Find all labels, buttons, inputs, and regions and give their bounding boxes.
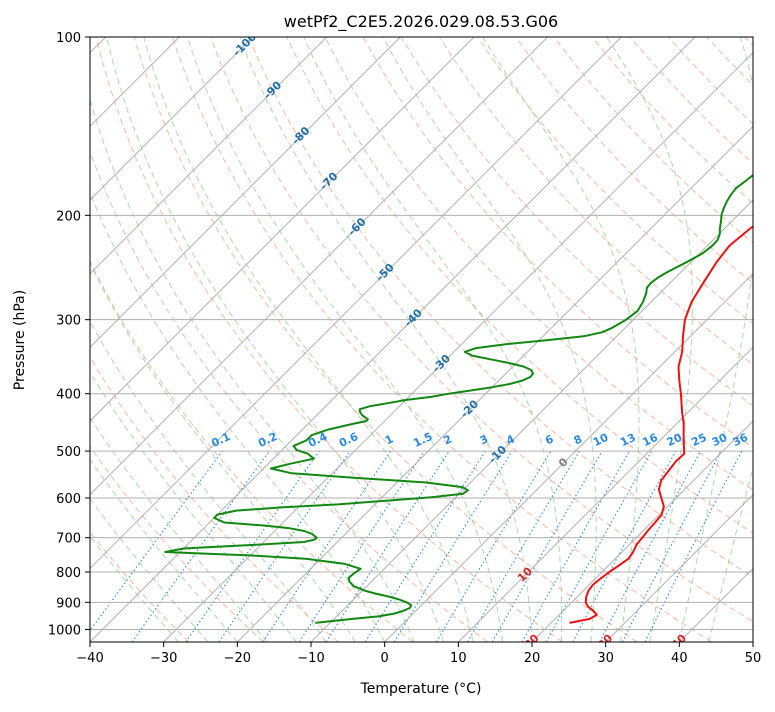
y-tick-label: 200 — [56, 209, 81, 224]
x-tick-label: 20 — [524, 651, 541, 666]
y-axis-label: Pressure (hPa) — [12, 290, 28, 390]
x-tick-label: 30 — [597, 651, 614, 666]
x-tick-label: 10 — [450, 651, 467, 666]
y-tick-label: 600 — [56, 492, 81, 507]
y-tick-label: 1000 — [48, 623, 81, 638]
y-tick-label: 400 — [56, 388, 81, 403]
x-tick-label: 0 — [381, 651, 389, 666]
x-axis-label: Temperature (°C) — [360, 681, 482, 697]
y-tick-label: 100 — [56, 31, 81, 46]
x-tick-label: −40 — [76, 651, 103, 666]
y-tick-label: 900 — [56, 596, 81, 611]
x-tick-label: 40 — [671, 651, 688, 666]
y-tick-label: 500 — [56, 445, 81, 460]
x-tick-label: −20 — [224, 651, 251, 666]
chart-title: wetPf2_C2E5.2026.029.08.53.G06 — [284, 12, 558, 32]
x-tick-label: −10 — [297, 651, 324, 666]
y-tick-label: 700 — [56, 532, 81, 547]
x-tick-label: 50 — [745, 651, 762, 666]
y-tick-label: 300 — [56, 314, 81, 329]
x-tick-label: −30 — [150, 651, 177, 666]
y-tick-label: 800 — [56, 566, 81, 581]
